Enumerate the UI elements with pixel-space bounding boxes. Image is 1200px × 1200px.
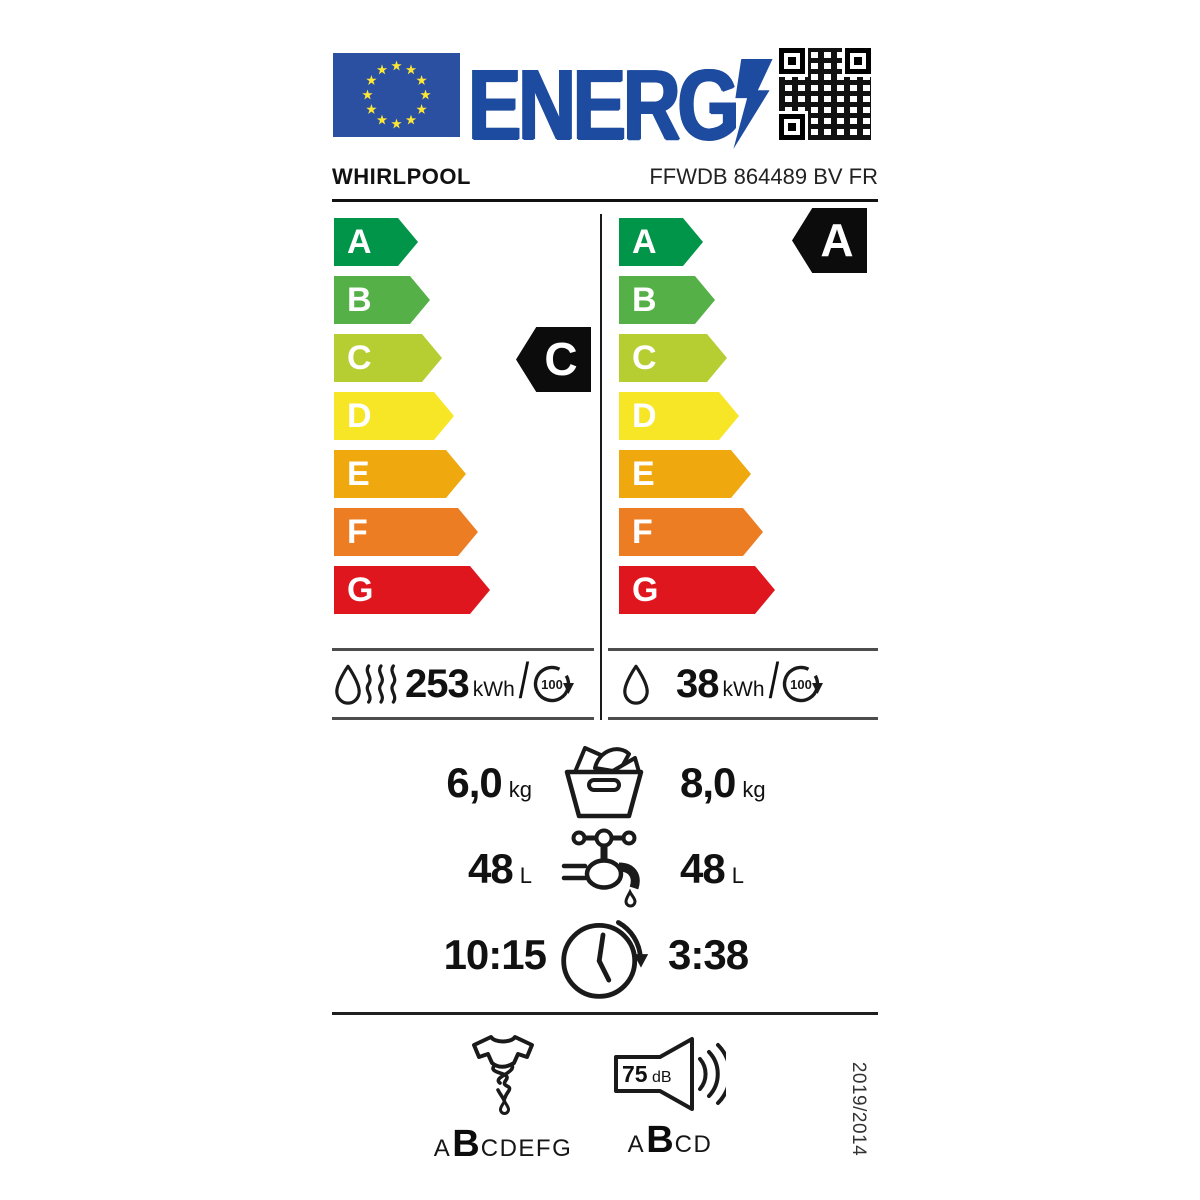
class-letter: A <box>632 223 657 261</box>
energy-consumption-washing: 38 kWh / 100 <box>608 648 878 720</box>
grade-suffix: CD <box>674 1131 713 1158</box>
spin-grade-scale: A B CDEFG <box>434 1123 572 1166</box>
heat-waves-icon <box>365 664 397 704</box>
brand-row: WHIRLPOOL FFWDB 864489 BV FR <box>332 164 878 202</box>
capacity-right: 8,0 kg <box>680 759 766 807</box>
class-letter: A <box>347 223 372 261</box>
per-100-cycles-icon: 100 <box>533 665 574 703</box>
duration-row: 10:15 3:38 <box>332 910 878 1000</box>
qr-finder-icon <box>779 114 805 140</box>
wrung-shirt-icon <box>472 1035 534 1115</box>
lightning-bolt-icon <box>733 59 773 149</box>
class-letter: D <box>347 397 372 435</box>
per-separator: / <box>518 653 529 709</box>
energy-label: ENERG WHIRLPOOL FFWDB 864489 BV FR A B C… <box>332 48 878 1178</box>
energy-class-arrow-right-f: F <box>619 508 763 556</box>
noise-grade-scale: A B CD <box>628 1119 713 1162</box>
energy-class-arrow-right-g: G <box>619 566 775 614</box>
energy-value: 38 <box>676 661 719 706</box>
energy-consumption-combined: 253 kWh / 100 <box>332 648 594 720</box>
capacity-unit: kg <box>742 777 766 802</box>
water-unit: L <box>519 863 532 888</box>
grade-rating: B <box>646 1119 674 1161</box>
regulation-reference: 2019/2014 <box>848 1061 869 1157</box>
energy-class-arrow-left-g: G <box>334 566 490 614</box>
water-drop-icon <box>623 664 649 705</box>
class-letter: E <box>347 455 370 493</box>
sound-waves-icon <box>698 1043 726 1105</box>
svg-text:100: 100 <box>791 677 813 692</box>
water-unit: L <box>731 863 744 888</box>
laundry-basket-icon <box>564 746 644 819</box>
class-letter: C <box>632 339 657 377</box>
clock-icon <box>561 920 649 999</box>
energy-unit: kWh <box>722 678 765 701</box>
qr-finder-icon <box>779 48 805 74</box>
energy-class-arrow-right-a: A <box>619 218 703 266</box>
class-letter: D <box>632 397 657 435</box>
energy-class-arrow-right-b: B <box>619 276 715 324</box>
spin-efficiency-group: A B CDEFG <box>393 1032 613 1166</box>
grade-prefix: A <box>433 1135 452 1162</box>
water-right: 48 L <box>680 845 744 893</box>
energy-class-arrow-left-c: C <box>334 334 442 382</box>
qr-finder-icon <box>845 48 871 74</box>
section-divider <box>332 1012 878 1015</box>
energy-value: 253 <box>405 661 470 706</box>
grade-rating: B <box>452 1123 480 1165</box>
energy-class-arrow-right-d: D <box>619 392 739 440</box>
brand-name: WHIRLPOOL <box>332 164 471 189</box>
energy-class-arrow-left-f: F <box>334 508 478 556</box>
capacity-row: 6,0 kg 8,0 kg <box>332 736 878 830</box>
capacity-left: 6,0 kg <box>446 759 532 807</box>
eu-flag-logo <box>333 53 460 137</box>
class-letter: F <box>632 513 653 551</box>
capacity-value: 8,0 <box>680 759 736 806</box>
rating-badge-combined: C <box>516 327 591 392</box>
grade-prefix: A <box>627 1131 646 1158</box>
duration-value: 3:38 <box>668 931 749 978</box>
per-100-cycles-icon: 100 <box>783 665 824 703</box>
energ-logo-text: ENERG <box>468 49 740 161</box>
energy-class-arrow-left-a: A <box>334 218 418 266</box>
qr-code <box>779 48 871 140</box>
tap-icon <box>561 828 640 908</box>
class-letter: G <box>347 571 374 609</box>
noise-group: 75 dB A B CD <box>560 1036 780 1162</box>
class-letter: G <box>632 571 659 609</box>
energy-class-arrow-right-e: E <box>619 450 751 498</box>
class-letter: B <box>347 281 372 319</box>
noise-value: 75 <box>622 1061 648 1087</box>
class-letter: B <box>632 281 657 319</box>
duration-value: 10:15 <box>443 931 547 978</box>
capacity-unit: kg <box>508 777 532 802</box>
capacity-value: 6,0 <box>446 759 502 806</box>
speaker-icon: 75 dB <box>614 1037 726 1111</box>
energy-class-arrow-left-e: E <box>334 450 466 498</box>
model-number: FFWDB 864489 BV FR <box>649 164 878 189</box>
water-value: 48 <box>680 845 726 892</box>
svg-text:100: 100 <box>541 677 563 692</box>
energy-unit: kWh <box>472 678 515 701</box>
energy-class-arrow-left-d: D <box>334 392 454 440</box>
water-drop-icon <box>335 664 361 705</box>
water-row: 48 L 48 L <box>332 828 878 908</box>
grade-suffix: CDEFG <box>480 1135 573 1162</box>
column-divider <box>600 214 602 720</box>
class-letter: F <box>347 513 368 551</box>
water-left: 48 L <box>468 845 532 893</box>
duration-left: 10:15 <box>443 931 547 979</box>
duration-right: 3:38 <box>668 931 749 979</box>
energy-class-arrow-right-c: C <box>619 334 727 382</box>
per-separator: / <box>768 653 779 709</box>
noise-unit: dB <box>652 1069 672 1086</box>
class-letter: E <box>632 455 655 493</box>
class-letter: C <box>347 339 372 377</box>
energy-class-arrow-left-b: B <box>334 276 430 324</box>
water-value: 48 <box>468 845 514 892</box>
rating-badge-washing: A <box>792 208 867 273</box>
